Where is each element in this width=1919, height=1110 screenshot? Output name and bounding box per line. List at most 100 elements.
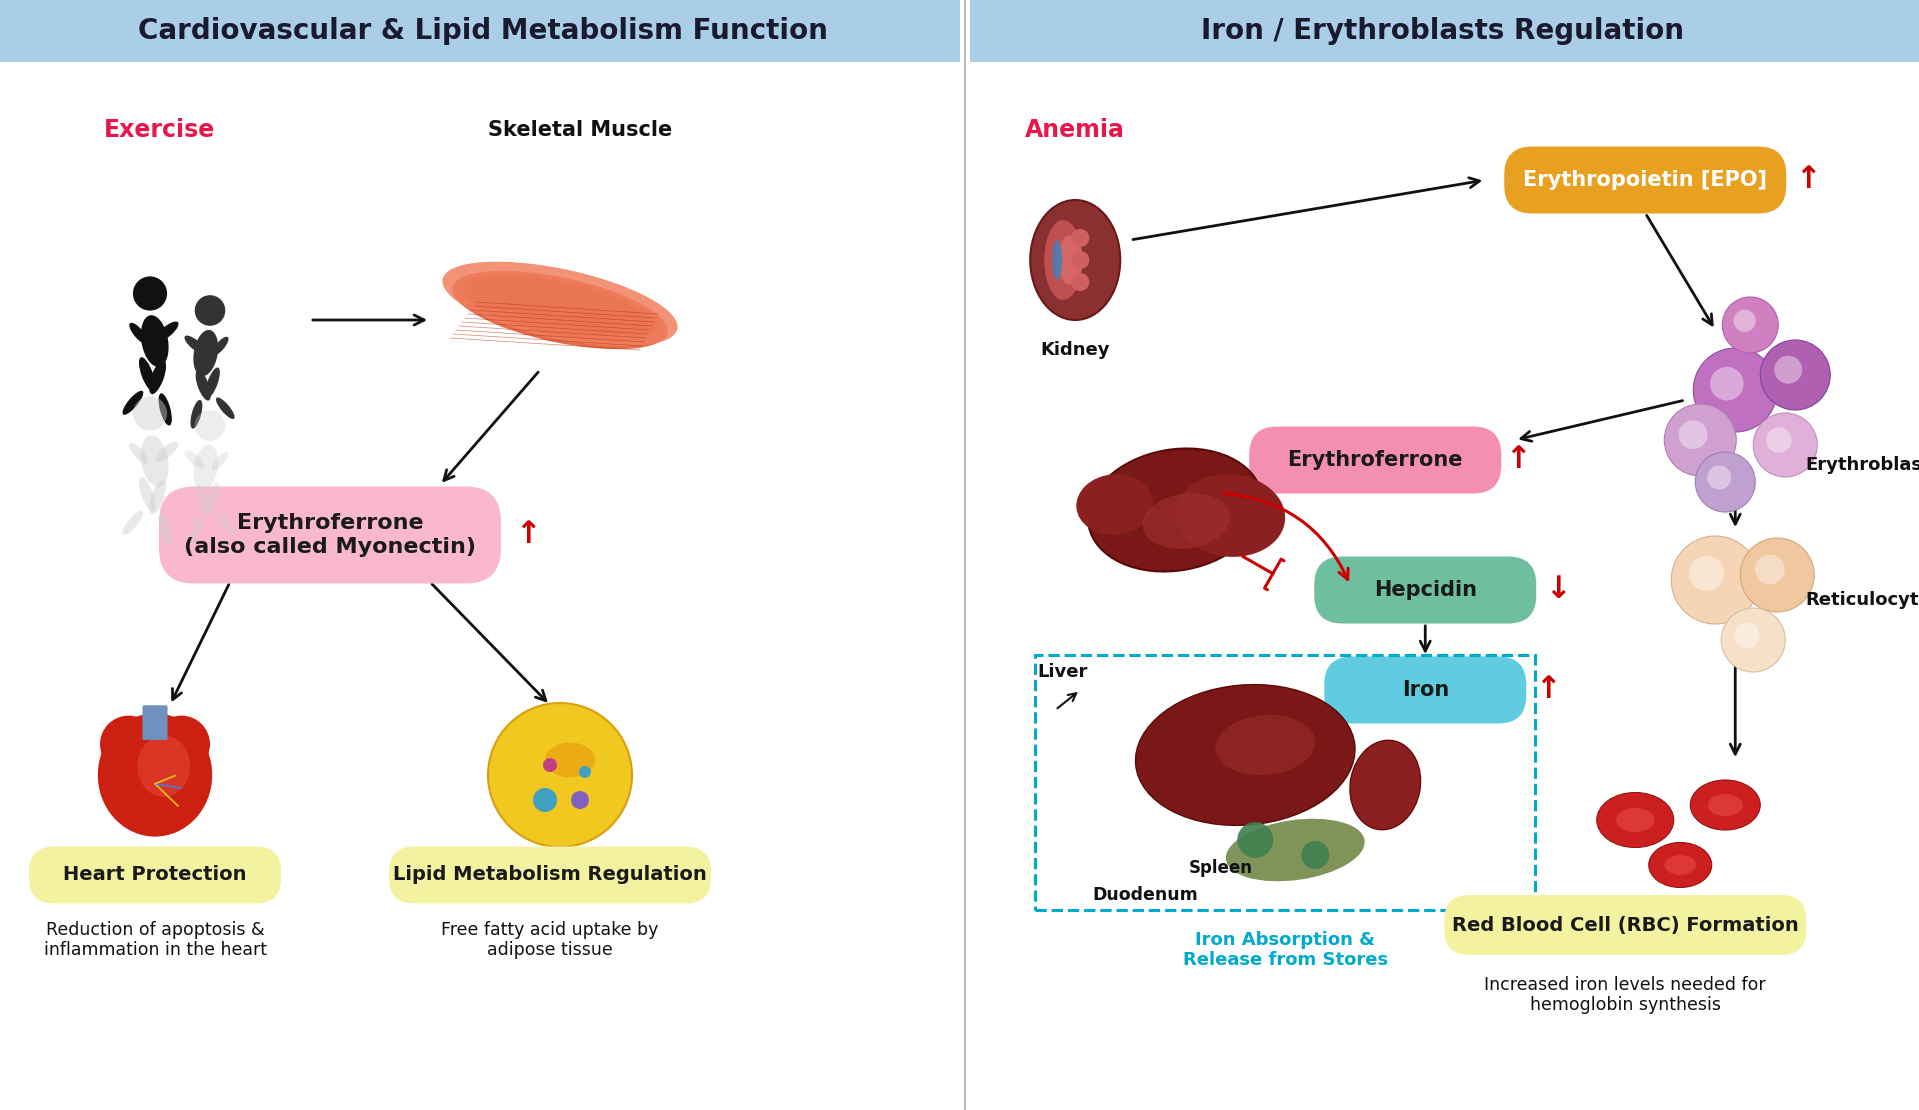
Ellipse shape xyxy=(98,714,213,837)
Ellipse shape xyxy=(159,393,173,425)
Text: Anemia: Anemia xyxy=(1025,118,1125,142)
Ellipse shape xyxy=(472,278,649,335)
Ellipse shape xyxy=(545,743,595,777)
Circle shape xyxy=(1754,413,1817,477)
Ellipse shape xyxy=(205,367,221,398)
Ellipse shape xyxy=(140,435,169,487)
FancyBboxPatch shape xyxy=(1315,556,1537,624)
Text: Erythroferrone: Erythroferrone xyxy=(1288,450,1462,470)
Text: Iron / Erythroblasts Regulation: Iron / Erythroblasts Regulation xyxy=(1201,17,1683,46)
Ellipse shape xyxy=(1174,474,1286,557)
Text: Exercise: Exercise xyxy=(104,118,215,142)
Text: Free fatty acid uptake by
adipose tissue: Free fatty acid uptake by adipose tissue xyxy=(441,920,658,959)
Circle shape xyxy=(1071,229,1090,248)
Circle shape xyxy=(1721,297,1779,353)
Text: Kidney: Kidney xyxy=(1040,341,1109,359)
Ellipse shape xyxy=(123,391,144,415)
Circle shape xyxy=(1733,310,1756,332)
Ellipse shape xyxy=(150,480,167,514)
Ellipse shape xyxy=(1664,855,1696,875)
Ellipse shape xyxy=(194,330,219,376)
Ellipse shape xyxy=(129,443,148,464)
FancyBboxPatch shape xyxy=(0,0,960,62)
Ellipse shape xyxy=(1708,794,1742,816)
Ellipse shape xyxy=(154,716,209,773)
Ellipse shape xyxy=(443,262,677,346)
Text: Erythropoietin [EPO]: Erythropoietin [EPO] xyxy=(1524,170,1767,190)
Ellipse shape xyxy=(1077,474,1153,535)
Ellipse shape xyxy=(453,271,668,350)
Ellipse shape xyxy=(211,336,228,355)
Text: Increased iron levels needed for
hemoglobin synthesis: Increased iron levels needed for hemoglo… xyxy=(1485,976,1765,1015)
Text: Heart Protection: Heart Protection xyxy=(63,866,248,885)
Ellipse shape xyxy=(1044,220,1082,300)
Text: ↓: ↓ xyxy=(1545,575,1572,605)
Ellipse shape xyxy=(155,442,178,462)
Ellipse shape xyxy=(217,513,234,534)
Ellipse shape xyxy=(1057,235,1082,285)
Circle shape xyxy=(1735,623,1760,648)
Ellipse shape xyxy=(123,511,144,535)
Ellipse shape xyxy=(462,274,658,342)
Text: Iron Absorption &
Release from Stores: Iron Absorption & Release from Stores xyxy=(1182,930,1387,969)
Ellipse shape xyxy=(138,477,155,512)
Circle shape xyxy=(543,758,557,771)
Circle shape xyxy=(1708,465,1731,490)
Ellipse shape xyxy=(1052,240,1063,280)
Text: Spleen: Spleen xyxy=(1188,859,1253,877)
Ellipse shape xyxy=(196,370,211,401)
Ellipse shape xyxy=(129,323,148,344)
Circle shape xyxy=(533,788,557,813)
Text: Hepcidin: Hepcidin xyxy=(1374,581,1478,601)
Circle shape xyxy=(132,276,167,311)
Circle shape xyxy=(1693,349,1777,432)
Text: Lipid Metabolism Regulation: Lipid Metabolism Regulation xyxy=(393,866,706,885)
Ellipse shape xyxy=(159,513,173,545)
Ellipse shape xyxy=(1215,715,1315,775)
Ellipse shape xyxy=(1226,819,1364,881)
Circle shape xyxy=(1765,427,1792,453)
Circle shape xyxy=(132,396,167,431)
Ellipse shape xyxy=(1088,448,1263,572)
FancyBboxPatch shape xyxy=(1324,656,1526,724)
FancyBboxPatch shape xyxy=(142,705,167,740)
Circle shape xyxy=(1664,404,1737,476)
FancyBboxPatch shape xyxy=(971,0,1919,62)
FancyBboxPatch shape xyxy=(1249,426,1501,494)
Circle shape xyxy=(1671,536,1760,624)
Ellipse shape xyxy=(190,400,201,428)
Ellipse shape xyxy=(1031,200,1121,320)
Ellipse shape xyxy=(211,452,228,471)
Circle shape xyxy=(1721,608,1785,672)
Text: ↑: ↑ xyxy=(1535,676,1560,705)
Ellipse shape xyxy=(1597,793,1673,848)
Circle shape xyxy=(1741,538,1813,612)
Text: Liver: Liver xyxy=(1038,663,1088,682)
Ellipse shape xyxy=(194,445,219,491)
Circle shape xyxy=(1238,823,1274,858)
Ellipse shape xyxy=(184,451,205,468)
Text: Reduction of apoptosis &
inflammation in the heart: Reduction of apoptosis & inflammation in… xyxy=(44,920,267,959)
Ellipse shape xyxy=(205,483,221,513)
Ellipse shape xyxy=(184,335,205,353)
Text: Duodenum: Duodenum xyxy=(1092,886,1197,904)
Circle shape xyxy=(1694,452,1756,512)
Ellipse shape xyxy=(1136,685,1355,826)
Circle shape xyxy=(487,703,631,847)
Circle shape xyxy=(1301,841,1330,869)
Ellipse shape xyxy=(1349,740,1420,830)
Text: Reticulocytes: Reticulocytes xyxy=(1806,591,1919,609)
Text: ↑: ↑ xyxy=(1504,445,1531,474)
Circle shape xyxy=(1679,421,1708,450)
Ellipse shape xyxy=(100,716,157,773)
Ellipse shape xyxy=(190,515,201,544)
Ellipse shape xyxy=(150,360,167,394)
Circle shape xyxy=(1710,367,1744,401)
Ellipse shape xyxy=(1616,808,1654,832)
Text: Red Blood Cell (RBC) Formation: Red Blood Cell (RBC) Formation xyxy=(1453,916,1798,935)
Circle shape xyxy=(580,766,591,778)
Ellipse shape xyxy=(155,322,178,342)
Circle shape xyxy=(572,791,589,809)
Circle shape xyxy=(1071,251,1090,269)
Circle shape xyxy=(1760,340,1831,410)
